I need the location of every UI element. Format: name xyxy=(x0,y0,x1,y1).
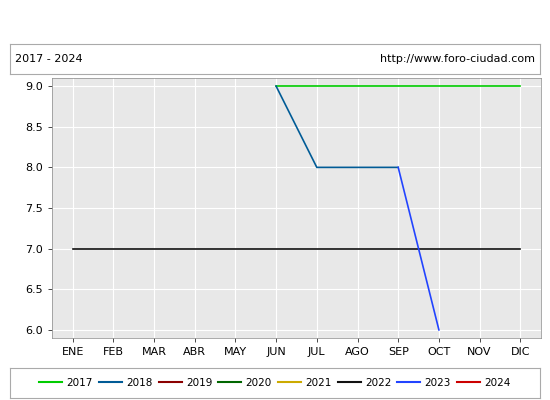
Text: http://www.foro-ciudad.com: http://www.foro-ciudad.com xyxy=(380,54,535,64)
Text: 2017 - 2024: 2017 - 2024 xyxy=(15,54,83,64)
Legend: 2017, 2018, 2019, 2020, 2021, 2022, 2023, 2024: 2017, 2018, 2019, 2020, 2021, 2022, 2023… xyxy=(35,374,515,392)
Text: Evolucion num de emigrantes en Torrijo del Campo: Evolucion num de emigrantes en Torrijo d… xyxy=(87,14,463,28)
